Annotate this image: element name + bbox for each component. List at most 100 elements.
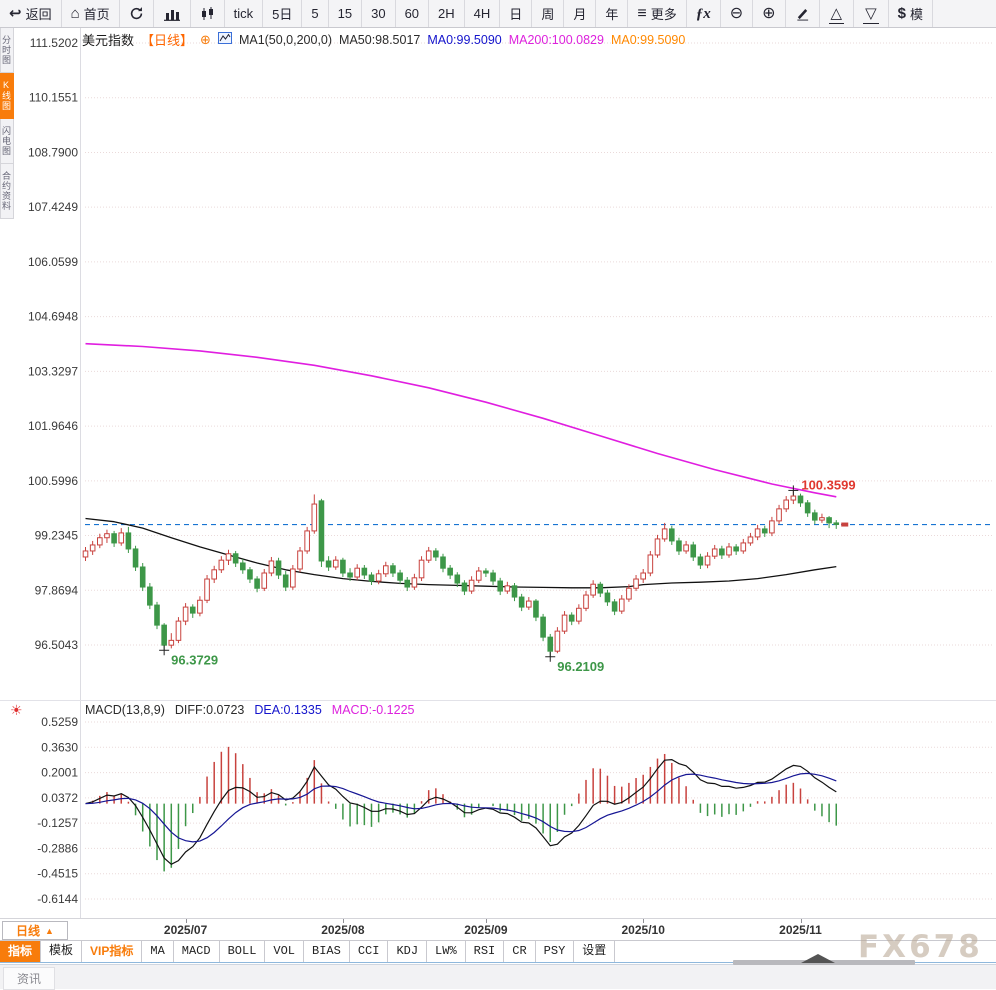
tab-BOLL[interactable]: BOLL (220, 941, 266, 962)
scrollbar-thumb-icon[interactable] (801, 954, 835, 963)
toolbar-tick-button[interactable]: tick (225, 0, 264, 27)
tab-CR[interactable]: CR (504, 941, 536, 962)
macd-dea-value: DEA:0.1335 (254, 703, 322, 717)
bottom-bar: 资讯 (0, 964, 996, 990)
bar-chart-icon (163, 7, 181, 21)
y-axis-label: 100.5996 (28, 474, 78, 488)
triangle-down-icon: ▽ (863, 5, 879, 24)
toolbar-candles-button[interactable] (191, 0, 225, 27)
tab-CCI[interactable]: CCI (350, 941, 389, 962)
pencil-icon (795, 6, 810, 21)
x-axis-tick (342, 919, 344, 923)
toolbar-flag-down-button[interactable]: ▽ (854, 0, 889, 27)
toolbar-m60-button[interactable]: 60 (396, 0, 430, 27)
y-axis-label: 110.1551 (29, 91, 78, 105)
y-axis-label: 106.0599 (28, 255, 78, 269)
tab-LW%[interactable]: LW% (427, 941, 466, 962)
refresh-icon (129, 6, 144, 21)
toolbar-4h-label: 4H (473, 6, 491, 21)
toolbar-week-button[interactable]: 周 (532, 0, 565, 27)
home-icon: ⌂ (70, 5, 80, 22)
macd-axis-label: 0.5259 (41, 715, 78, 729)
x-axis-date-label: 2025/11 (779, 923, 822, 937)
toolbar-bar-chart-button[interactable] (154, 0, 191, 27)
indicator-tabbar: 指标 模板 VIP指标 MA MACD BOLL VOL BIAS CCI KDJ LW% RSI CR… (0, 940, 996, 963)
toolbar-day-button[interactable]: 日 (500, 0, 533, 27)
y-axis-label: 97.8694 (35, 583, 79, 597)
macd-axis-label: 0.0372 (41, 791, 78, 805)
tab-VOL[interactable]: VOL (265, 941, 305, 962)
toolbar-zoom-out-button[interactable]: ⊖ (721, 0, 754, 27)
toolbar-formula-button[interactable]: ƒx (687, 0, 721, 27)
toolbar-month-button[interactable]: 月 (564, 0, 597, 27)
toolbar-simulate-button[interactable]: $ 模 (889, 0, 933, 27)
x-axis-date-label: 2025/08 (321, 923, 365, 937)
tab-MA[interactable]: MA (142, 941, 174, 962)
toolbar-flag-up-button[interactable]: △ (820, 0, 855, 27)
toolbar-refresh-button[interactable] (120, 0, 154, 27)
mini-chart-icon[interactable] (217, 32, 232, 47)
toolbar-more-button[interactable]: ≡ 更多 (628, 0, 687, 27)
ma200-line (85, 342, 837, 498)
toolbar-simulate-label: 模 (909, 7, 923, 22)
tab-MACD[interactable]: MACD (174, 941, 220, 962)
sidebar-item-合约资料[interactable]: 合约资料 (0, 164, 14, 219)
y-axis-label: 107.4249 (28, 200, 78, 214)
toolbar-m30-button[interactable]: 30 (362, 0, 396, 27)
tab-RSI[interactable]: RSI (466, 941, 505, 962)
price-chart-canvas[interactable]: 111.5202 110.1551 108.7900 107.4249 106.0599… (0, 0, 996, 918)
macd-axis-label: 0.2001 (41, 766, 78, 780)
sidebar-item-K线图[interactable]: K线图 (0, 73, 14, 119)
y-axis-label: 101.9646 (28, 419, 78, 433)
ma200-value: MA200:100.0829 (508, 32, 604, 47)
period-label: 【日线】 (141, 33, 194, 48)
tab-PSY[interactable]: PSY (536, 941, 575, 962)
macd-dea-line (85, 772, 837, 843)
sun-icon[interactable]: ☀ (10, 702, 23, 718)
toolbar-draw-button[interactable] (786, 0, 820, 27)
x-axis-tick (185, 919, 187, 923)
sidebar-item-闪电图[interactable]: 闪电图 (0, 119, 14, 164)
toolbar-week-label: 周 (541, 7, 555, 22)
toolbar-5d-button[interactable]: 5日 (263, 0, 303, 27)
toolbar-m15-button[interactable]: 15 (329, 0, 363, 27)
circle-plus-icon[interactable]: ⊕ (200, 31, 211, 47)
toolbar-m5-button[interactable]: 5 (302, 0, 329, 27)
toolbar-2h-button[interactable]: 2H (429, 0, 465, 27)
latest-price-tag (841, 522, 849, 527)
toolbar-4h-button[interactable]: 4H (465, 0, 501, 27)
x-axis-date-label: 2025/09 (464, 923, 508, 937)
triangle-up-small-icon: ▲ (45, 925, 54, 936)
tab-指标[interactable]: 指标 (0, 941, 42, 962)
y-axis-label: 108.7900 (28, 145, 78, 159)
tab-KDJ[interactable]: KDJ (388, 941, 428, 962)
zoom-out-icon: ⊖ (729, 4, 744, 22)
chart-type-sidebar: 分时图 K线图 闪电图 合约资料 (0, 28, 14, 219)
tab-VIP指标[interactable]: VIP指标 (82, 941, 143, 962)
tab-news[interactable]: 资讯 (3, 967, 56, 990)
toolbar-home-button[interactable]: ⌂ 首页 (62, 0, 120, 27)
tab-设置[interactable]: 设置 (574, 941, 616, 962)
ma-settings: MA1(50,0,200,0) (238, 32, 333, 47)
high-price-marker: 100.3599 (801, 477, 855, 492)
x-axis-date-label: 2025/10 (621, 923, 665, 937)
back-icon: ↩ (9, 5, 22, 22)
toolbar-zoom-in-button[interactable]: ⊕ (753, 0, 786, 27)
y-axis-label: 104.6948 (28, 310, 78, 324)
tab-BIAS[interactable]: BIAS (304, 941, 350, 962)
toolbar-back-button[interactable]: ↩ 返回 (0, 0, 62, 27)
macd-axis-label: 0.3630 (41, 740, 78, 754)
menu-icon: ≡ (637, 4, 647, 22)
candles-icon (200, 6, 215, 21)
toolbar: ↩ 返回 ⌂ 首页 tick 5日 5 15 30 60 2H 4H 日 周月年 ≡ 更多 ƒx ⊖ ⊕ △ ▽ $ 模 (0, 0, 996, 28)
tab-模板[interactable]: 模板 (41, 941, 83, 962)
sidebar-item-分时图[interactable]: 分时图 (0, 28, 14, 73)
candlesticks (82, 490, 840, 657)
macd-diff-line (85, 758, 837, 866)
toolbar-m15-label: 15 (337, 6, 353, 21)
x-axis-tick (643, 919, 645, 923)
macd-axis-label: -0.6144 (37, 892, 78, 906)
period-selector[interactable]: 日线 ▲ (2, 921, 68, 940)
toolbar-day-label: 日 (509, 7, 523, 22)
toolbar-year-button[interactable]: 年 (596, 0, 629, 27)
